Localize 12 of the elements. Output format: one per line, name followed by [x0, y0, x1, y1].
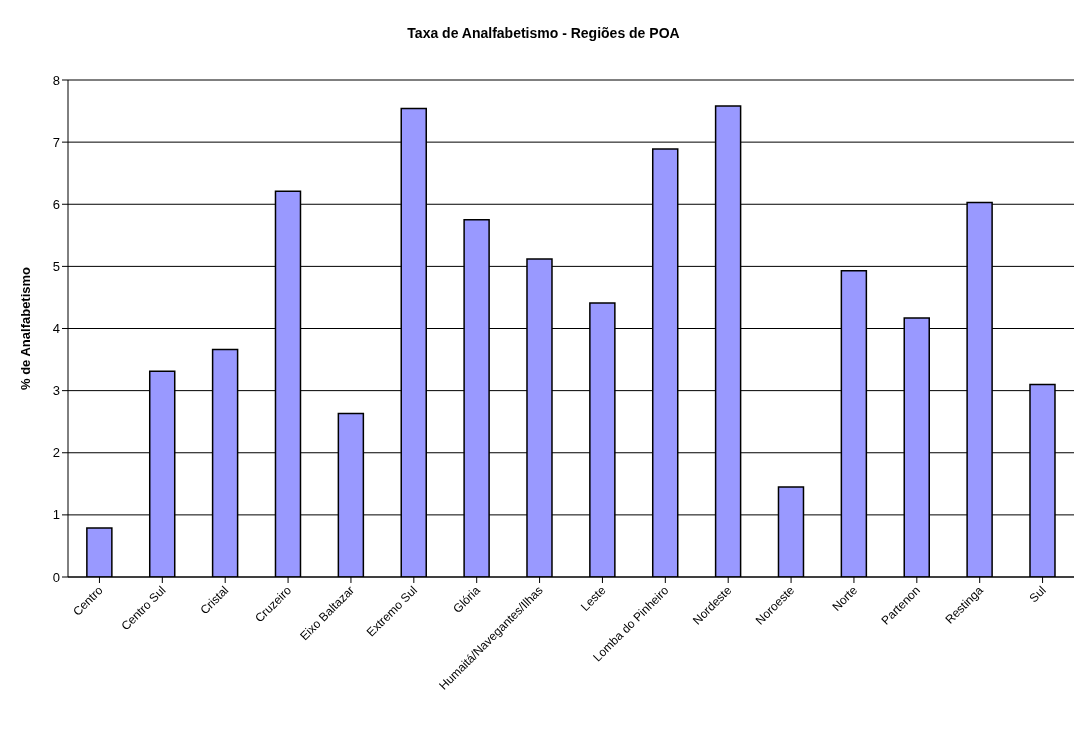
y-tick-label: 4 [52, 321, 60, 337]
y-tick-label: 6 [52, 196, 60, 212]
y-tick-label: 8 [52, 72, 60, 88]
y-tick-label: 3 [52, 383, 60, 399]
chart-title: Taxa de Analfabetismo - Regiões de POA [406, 24, 681, 43]
y-tick-label: 5 [52, 258, 60, 274]
x-tick-label: Sul [1026, 583, 1049, 606]
y-tick-label: 0 [52, 569, 60, 585]
y-tick-label: 2 [52, 445, 60, 461]
y-axis-title: % de Analfabetismo [17, 266, 33, 391]
y-tick-label: 7 [52, 134, 60, 150]
y-tick-label: 1 [52, 507, 60, 523]
